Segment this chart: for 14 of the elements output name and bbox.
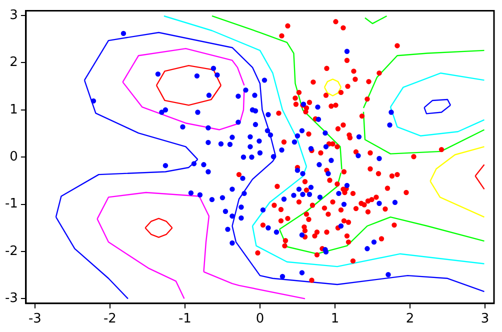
y-tick-label: -1 — [4, 196, 18, 212]
y-tick-label: 3 — [10, 8, 18, 23]
y-tick-label: -2 — [4, 244, 18, 259]
x-tick-label: -1 — [178, 312, 192, 327]
y-tick-label: 2 — [10, 55, 18, 70]
y-tick-label: 0 — [10, 149, 18, 164]
x-tick-label: 2 — [406, 312, 414, 327]
x-tick-label: 1 — [330, 312, 340, 327]
x-tick-label: 0 — [256, 312, 264, 327]
y-tick-label: -3 — [4, 291, 18, 306]
x-tick-label: -2 — [103, 312, 116, 327]
x-tick-label: 3 — [480, 312, 490, 327]
x-tick-label: -3 — [28, 312, 42, 327]
y-tick-label: 1 — [10, 102, 18, 118]
